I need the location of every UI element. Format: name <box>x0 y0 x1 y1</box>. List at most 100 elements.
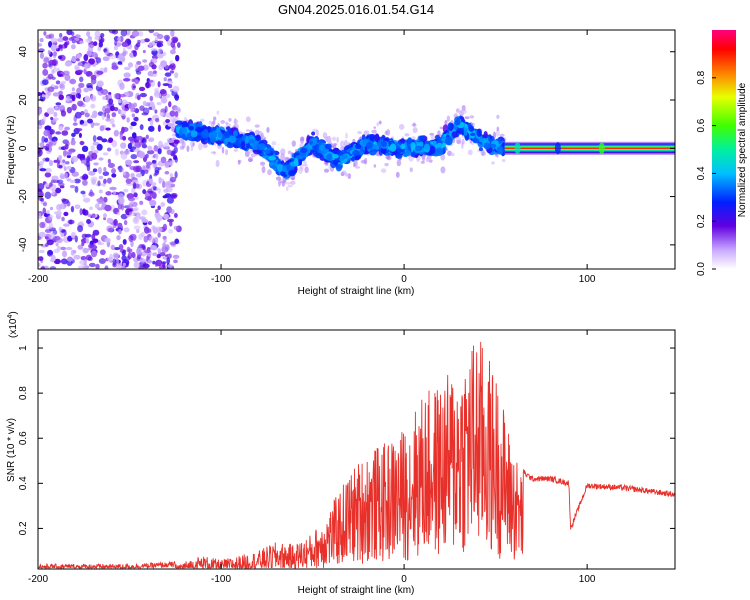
spectrogram-cell <box>49 232 56 239</box>
spectrogram-cell <box>90 103 96 109</box>
spectrogram-cell <box>43 57 50 64</box>
spectrogram-cell <box>168 64 175 69</box>
spectrogram-cell <box>208 120 212 125</box>
spectrogram-cell <box>408 155 414 162</box>
spectrogram-cell <box>286 182 291 185</box>
spectrogram-cell <box>157 248 161 253</box>
spectrogram-cell <box>468 125 475 132</box>
spectrogram-cell <box>407 137 413 145</box>
spectrogram-cell <box>464 116 470 120</box>
spectrogram-cell <box>85 254 92 261</box>
spectrogram-cell <box>65 246 73 251</box>
spectrogram-cell <box>38 183 45 191</box>
spectrogram-cell <box>167 39 172 46</box>
spectrogram-cell <box>192 142 195 147</box>
spectrogram-cell <box>76 87 82 95</box>
spectrogram-cell <box>223 131 229 137</box>
spectrogram-cell <box>357 130 362 135</box>
spectrogram-cell <box>109 105 115 112</box>
spectrogram-cell <box>366 141 373 150</box>
spectrogram-cell <box>166 196 175 204</box>
spectrogram-cell <box>103 178 107 184</box>
spectrogram-cell <box>51 188 55 196</box>
spectrogram-cell <box>84 233 92 238</box>
spectrogram-cell <box>143 235 149 243</box>
spectrogram-cell <box>93 41 98 47</box>
spectrogram-cell <box>44 172 52 178</box>
spectrogram-cell <box>404 133 410 137</box>
spectrogram-cell <box>108 98 114 105</box>
spectrogram-x-axis-label: Height of straight line (km) <box>298 286 415 297</box>
spectrogram-cell <box>478 147 484 152</box>
spectrogram-cell <box>164 161 170 169</box>
spectrogram-cell <box>44 125 52 131</box>
spectrogram-cell <box>44 183 50 188</box>
spectrogram-cell <box>255 135 261 142</box>
spectrogram-cell <box>216 110 220 115</box>
spectrogram-cell <box>69 219 73 225</box>
spectrogram-cell <box>181 127 188 134</box>
spectrogram-cell <box>50 37 58 44</box>
spectrogram-cell <box>150 73 158 77</box>
spectrogram-cell <box>73 250 77 254</box>
spectrogram-cell <box>71 171 79 177</box>
spectrogram-cell <box>164 72 172 77</box>
spectrogram-cell <box>78 132 82 138</box>
spectrogram-cell <box>210 151 216 154</box>
spectrogram-cell <box>444 119 448 126</box>
spectrogram-cell <box>153 173 158 177</box>
spectrogram-cell <box>67 235 73 242</box>
spectrogram-cell <box>77 265 86 269</box>
y-tick-label: 0 <box>18 145 29 151</box>
spectrogram-cell <box>151 58 158 64</box>
spectrogram-cell <box>347 173 352 180</box>
spectrogram-cell <box>247 138 255 144</box>
spectrogram-cell <box>60 246 66 251</box>
spectrogram-cell <box>53 159 59 163</box>
spectrogram-cell <box>147 79 154 83</box>
spectrogram-cell <box>69 78 77 85</box>
spectrogram-cell <box>89 206 93 211</box>
spectrogram-cell <box>123 227 130 233</box>
spectrogram-cell <box>147 228 152 233</box>
spectrogram-cell <box>212 116 217 121</box>
spectrogram-cell <box>155 209 159 213</box>
spectrogram-cell <box>92 229 100 236</box>
spectrogram-cell <box>41 265 45 269</box>
spectrogram-cell <box>124 128 128 132</box>
spectrogram-cell <box>104 265 109 269</box>
spectrogram-cell <box>47 49 51 55</box>
spectrogram-cell <box>164 105 168 113</box>
spectrogram-cell <box>149 199 157 207</box>
x-tick-label: -100 <box>211 574 231 585</box>
spectrogram-cell <box>250 153 256 158</box>
spectrogram-cell <box>122 239 127 245</box>
spectrogram-cell <box>106 217 113 224</box>
y-tick-label: 0.4 <box>18 476 29 490</box>
spectrogram-cell <box>105 118 112 122</box>
spectrogram-cell <box>228 117 232 122</box>
spectrogram-cell <box>201 130 210 139</box>
spectrogram-cell <box>79 259 86 265</box>
spectrogram-cell <box>129 211 137 217</box>
spectrogram-cell <box>157 187 161 194</box>
spectrogram-cell <box>47 86 55 93</box>
spectrogram-cell <box>105 191 112 196</box>
spectrogram-cell <box>265 149 271 155</box>
spectrogram-cell <box>322 132 328 139</box>
spectrogram-cell <box>332 136 337 141</box>
spectrogram-cell <box>158 176 162 184</box>
spectrogram-cell <box>85 38 92 43</box>
spectrogram-cell <box>152 260 156 265</box>
spectrogram-y-axis-label: Frequency (Hz) <box>6 116 17 185</box>
spectrogram-cell <box>156 33 164 40</box>
spectrogram-cell <box>55 80 61 85</box>
spectrogram-cell <box>166 149 172 155</box>
spectrogram-cell <box>57 37 64 43</box>
y-tick-label: -20 <box>18 189 29 204</box>
spectrogram-cell <box>412 127 418 133</box>
spectrogram-cell <box>58 226 62 232</box>
spectrogram-cell <box>157 81 161 88</box>
spectrogram-cell <box>554 142 561 155</box>
